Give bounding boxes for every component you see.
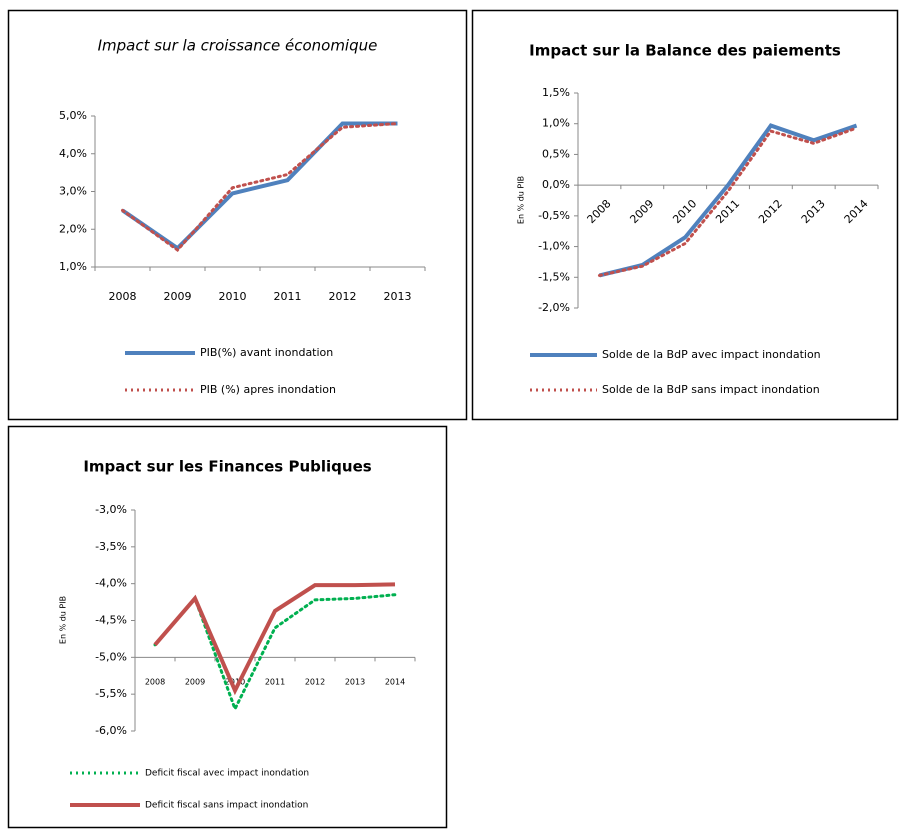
x-tick-label: 2008 — [145, 678, 165, 687]
x-tick-label: 2010 — [225, 678, 245, 687]
chart-frame — [471, 9, 899, 421]
y-tick-label: -3,5% — [95, 540, 127, 553]
y-tick-label: -4,0% — [95, 577, 127, 590]
chart-title: Impact sur les Finances Publiques — [83, 458, 371, 476]
x-tick-label: 2013 — [345, 678, 365, 687]
chart-frame — [7, 425, 448, 829]
series-line — [597, 126, 859, 277]
chart-title: Impact sur la Balance des paiements — [529, 42, 841, 60]
y-tick-label: 1,5% — [542, 86, 570, 99]
x-tick-label: 2011 — [265, 678, 285, 687]
y-tick-label: -1,5% — [538, 270, 570, 283]
y-axis-title: En % du PIB — [517, 176, 526, 224]
y-tick-label: 0,0% — [542, 178, 570, 191]
legend-label: PIB (%) apres inondation — [200, 383, 336, 396]
y-tick-label: -2,0% — [538, 301, 570, 314]
series-line — [121, 122, 399, 253]
y-tick-label: 5,0% — [59, 109, 87, 122]
y-tick-label: -3,0% — [95, 503, 127, 516]
x-tick-label: 2012 — [329, 290, 357, 303]
legend-label: Deficit fiscal sans impact inondation — [145, 801, 308, 811]
x-tick-label: 2010 — [219, 290, 247, 303]
y-axis-title: En % du PIB — [59, 596, 68, 644]
y-tick-label: 1,0% — [542, 117, 570, 130]
y-tick-label: -6,0% — [95, 724, 127, 737]
x-tick-label: 2012 — [305, 678, 325, 687]
x-tick-label: 2009 — [164, 290, 192, 303]
x-tick-label: 2008 — [109, 290, 137, 303]
y-tick-label: -5,0% — [95, 650, 127, 663]
x-tick-label: 2011 — [274, 290, 302, 303]
x-tick-label: 2009 — [185, 678, 205, 687]
y-tick-label: 4,0% — [59, 147, 87, 160]
y-tick-label: 1,0% — [59, 260, 87, 273]
y-tick-label: -5,5% — [95, 687, 127, 700]
y-tick-label: 0,5% — [542, 147, 570, 160]
x-tick-label: 2014 — [385, 678, 405, 687]
y-tick-label: -4,5% — [95, 614, 127, 627]
y-tick-label: 3,0% — [59, 185, 87, 198]
y-tick-label: 2,0% — [59, 222, 87, 235]
legend-label: Deficit fiscal avec impact inondation — [145, 769, 309, 779]
legend-label: Solde de la BdP avec impact inondation — [602, 348, 821, 361]
chart-title: Impact sur la croissance économique — [98, 37, 378, 55]
chart-frame — [7, 9, 468, 421]
y-tick-label: -0,5% — [538, 209, 570, 222]
legend-label: Solde de la BdP sans impact inondation — [602, 383, 820, 396]
legend-label: PIB(%) avant inondation — [200, 346, 333, 359]
series-line — [153, 582, 396, 696]
y-tick-label: -1,0% — [538, 240, 570, 253]
x-tick-label: 2013 — [384, 290, 412, 303]
